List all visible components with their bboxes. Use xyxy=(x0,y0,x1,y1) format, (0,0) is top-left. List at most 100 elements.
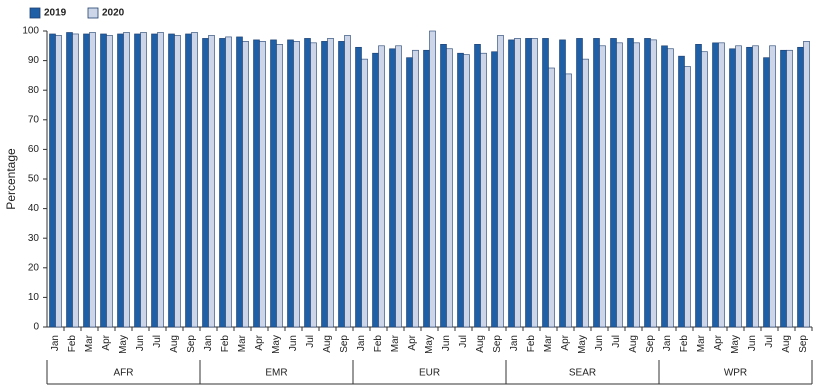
bar xyxy=(582,58,589,328)
bar xyxy=(157,32,164,328)
bar xyxy=(66,32,73,328)
x-tick-label: Jan xyxy=(509,335,520,351)
bar xyxy=(219,38,226,328)
bar xyxy=(678,55,685,328)
x-tick-label: Apr xyxy=(254,334,265,350)
legend-swatch xyxy=(29,7,41,19)
x-tick-label: Aug xyxy=(475,335,486,353)
bar xyxy=(372,52,379,328)
x-tick-label: Aug xyxy=(322,335,333,353)
x-tick-label: Aug xyxy=(781,335,792,353)
bar xyxy=(259,41,266,328)
legend-label: 2020 xyxy=(102,8,125,19)
bar xyxy=(191,32,198,328)
y-tick-label: 40 xyxy=(28,203,40,214)
bar xyxy=(650,39,657,328)
bar xyxy=(344,35,351,328)
y-tick-label: 10 xyxy=(28,292,40,303)
bar xyxy=(117,33,124,328)
legend-swatch xyxy=(87,7,99,19)
x-tick-label: Jun xyxy=(288,335,299,351)
bar xyxy=(100,33,107,328)
bar xyxy=(661,45,668,328)
x-tick-label: Feb xyxy=(67,335,78,353)
bar xyxy=(270,39,277,328)
bar xyxy=(225,36,232,328)
bar xyxy=(134,33,141,328)
bar xyxy=(667,48,674,328)
group-label: EUR xyxy=(419,368,440,379)
x-tick-label: Sep xyxy=(339,335,350,353)
bar xyxy=(480,52,487,328)
bar xyxy=(304,38,311,328)
x-tick-label: Apr xyxy=(560,334,571,350)
bar xyxy=(338,41,345,328)
bar xyxy=(327,38,334,328)
bar xyxy=(491,51,498,328)
bar xyxy=(276,44,283,328)
bar xyxy=(440,44,447,328)
x-tick-label: May xyxy=(118,335,129,354)
bar xyxy=(293,41,300,328)
bar xyxy=(406,57,413,328)
group-label: AFR xyxy=(114,368,134,379)
bar xyxy=(616,42,623,328)
x-tick-label: Jan xyxy=(203,335,214,351)
y-tick-label: 80 xyxy=(28,85,40,96)
x-tick-label: May xyxy=(424,335,435,354)
x-tick-label: Sep xyxy=(645,335,656,353)
bar xyxy=(559,39,566,328)
bar xyxy=(72,33,79,328)
bar xyxy=(542,38,549,328)
bar xyxy=(395,45,402,328)
x-tick-label: Jul xyxy=(611,335,622,348)
bar xyxy=(457,52,464,328)
x-tick-label: Jan xyxy=(356,335,367,351)
bar xyxy=(49,33,56,328)
bar xyxy=(174,35,181,328)
bar xyxy=(684,66,691,328)
y-tick-label: 50 xyxy=(28,174,40,185)
x-tick-label: Mar xyxy=(237,334,248,352)
x-tick-label: Sep xyxy=(492,335,503,353)
x-tick-label: Feb xyxy=(526,335,537,353)
bar xyxy=(208,35,215,328)
y-axis-label: Percentage xyxy=(4,148,18,210)
bar xyxy=(752,45,759,328)
x-tick-label: May xyxy=(271,335,282,354)
x-tick-label: Mar xyxy=(84,334,95,352)
x-tick-label: Sep xyxy=(186,335,197,353)
bar xyxy=(565,73,572,328)
y-tick-label: 30 xyxy=(28,233,40,244)
x-tick-label: Mar xyxy=(696,334,707,352)
x-tick-label: May xyxy=(730,335,741,354)
bar xyxy=(123,32,130,328)
x-tick-label: Feb xyxy=(220,335,231,353)
x-tick-label: Feb xyxy=(373,335,384,353)
bar xyxy=(701,51,708,328)
bar xyxy=(55,35,62,328)
bar xyxy=(729,48,736,328)
bar xyxy=(514,38,521,328)
x-tick-label: Jun xyxy=(594,335,605,351)
x-tick-label: Jan xyxy=(50,335,61,351)
bar xyxy=(593,38,600,328)
x-tick-label: Jul xyxy=(458,335,469,348)
x-tick-label: May xyxy=(577,335,588,354)
x-tick-label: Jan xyxy=(662,335,673,351)
group-label: EMR xyxy=(265,368,287,379)
x-tick-label: Jun xyxy=(441,335,452,351)
bar xyxy=(525,38,532,328)
x-tick-label: Aug xyxy=(169,335,180,353)
bar xyxy=(548,67,555,328)
bar xyxy=(253,39,260,328)
bar xyxy=(497,35,504,328)
bar xyxy=(627,38,634,328)
bar xyxy=(355,46,362,328)
x-tick-label: Mar xyxy=(543,334,554,352)
x-tick-label: Apr xyxy=(407,334,418,350)
bar xyxy=(712,42,719,328)
bar xyxy=(786,49,793,328)
bar xyxy=(106,35,113,328)
